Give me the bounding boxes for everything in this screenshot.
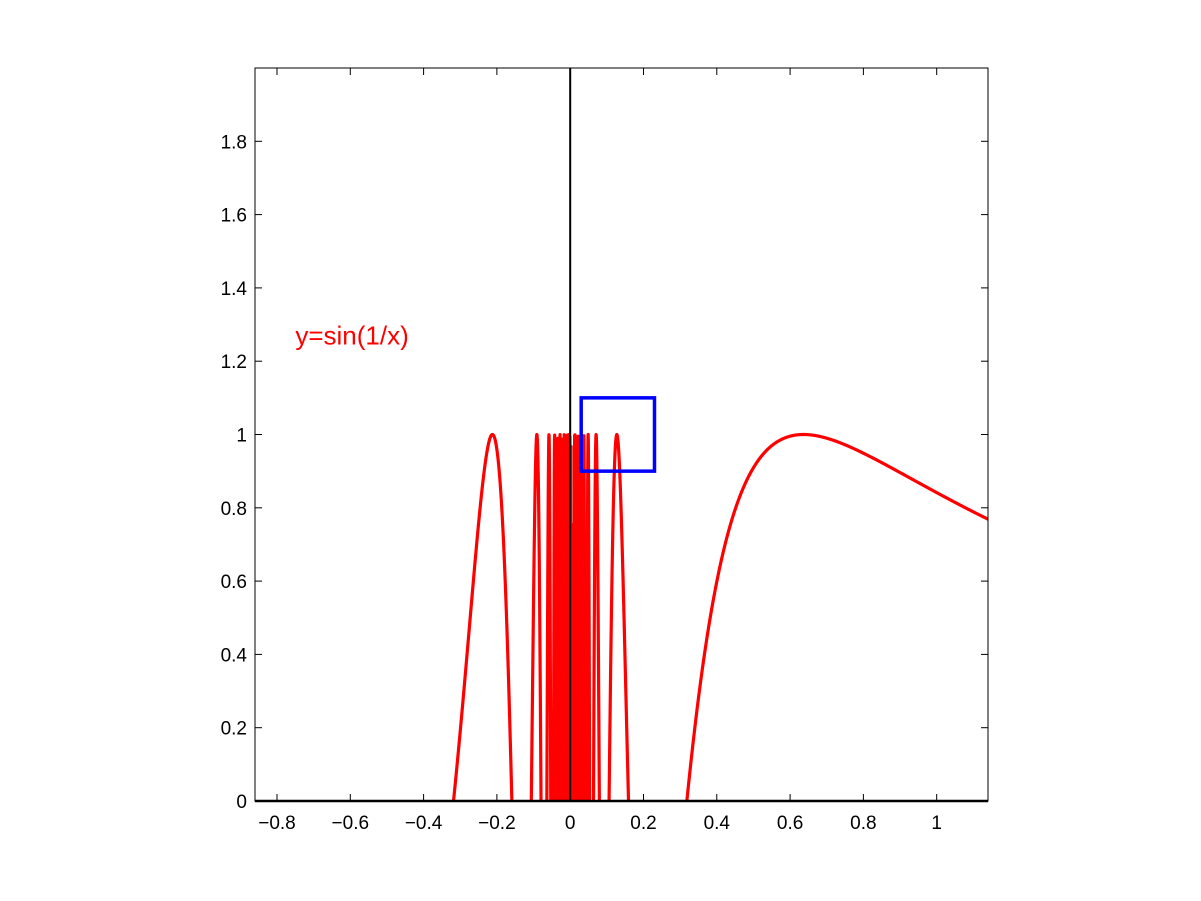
y-tick-label: 0.4 [221, 645, 248, 666]
y-tick-label: 0.8 [221, 499, 247, 520]
x-tick-label: 0 [565, 813, 576, 834]
x-tick-label: 0.8 [850, 813, 876, 834]
x-tick-layer: −0.8 −0.6 −0.4 −0.2 0 0.2 0.4 0.6 0.8 1 [258, 68, 942, 834]
y-tick-layer: 0 0.2 0.4 0.6 0.8 1 1.2 1.4 1.6 1.8 [221, 132, 988, 813]
x-tick-label: 1 [931, 813, 942, 834]
y-tick-label: 0.6 [221, 572, 247, 593]
y-tick-label: 1.2 [221, 352, 247, 373]
x-tick-label: 0.2 [630, 813, 656, 834]
y-tick-label: 0 [236, 792, 247, 813]
y-tick-label: 1.4 [221, 279, 248, 300]
y-tick-label: 1 [236, 426, 247, 447]
x-tick-label: −0.6 [332, 813, 370, 834]
x-tick-label: 0.4 [704, 813, 731, 834]
x-tick-label: −0.4 [405, 813, 443, 834]
x-tick-label: 0.6 [777, 813, 803, 834]
x-tick-label: −0.8 [258, 813, 296, 834]
y-tick-label: 1.6 [221, 206, 247, 227]
x-tick-label: −0.2 [478, 813, 516, 834]
function-annotation: y=sin(1/x) [295, 321, 408, 351]
highlight-box [579, 396, 657, 473]
overlay-layer [579, 396, 657, 473]
y-tick-label: 0.2 [221, 719, 247, 740]
y-tick-label: 1.8 [221, 132, 247, 153]
